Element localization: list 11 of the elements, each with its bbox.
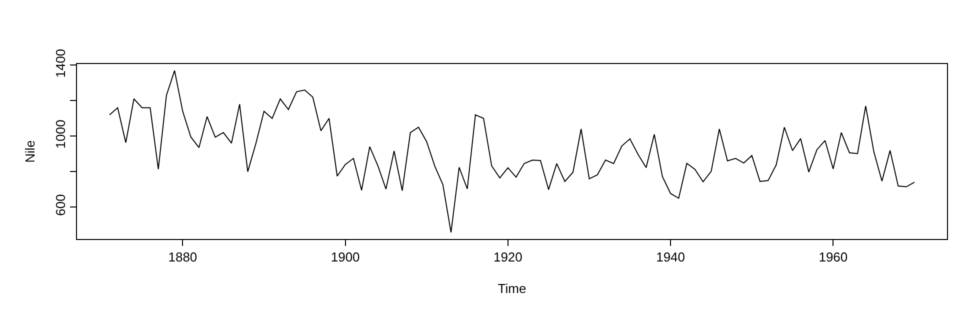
y-tick-label: 600 [52, 194, 68, 216]
y-axis-title: Nile [22, 140, 38, 163]
x-tick-label: 1920 [493, 250, 522, 265]
x-tick-label: 1900 [330, 250, 360, 265]
x-tick-label: 1880 [168, 250, 198, 265]
line-series [109, 70, 915, 233]
x-axis-title: Time [498, 281, 526, 296]
x-tick-label: 1960 [818, 250, 848, 265]
y-tick-label: 1400 [52, 48, 68, 78]
x-tick-label: 1940 [656, 250, 686, 265]
y-tick-label: 1000 [52, 120, 68, 149]
